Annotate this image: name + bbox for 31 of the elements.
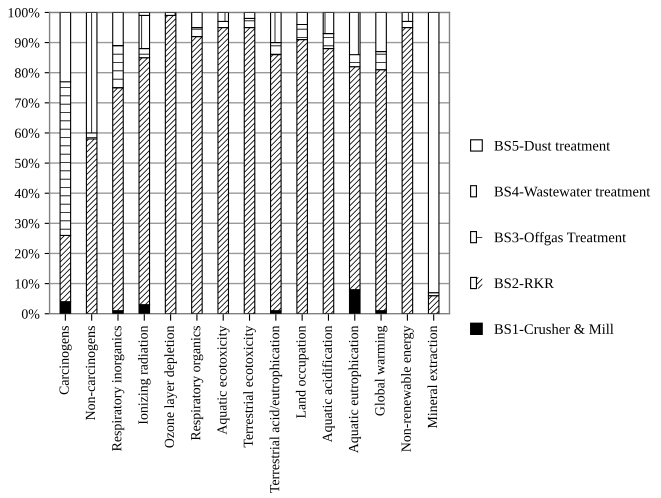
x-tick-label: Terrestrial ecotoxicity [243,326,256,448]
x-tick-label: Respiratory organics [191,326,204,440]
x-tick-label: Ionizing radiation [138,326,151,424]
legend-label: BS1-Crusher & Mill [494,324,614,334]
y-tick-label: 10% [16,279,40,289]
legend-label: BS5-Dust treatment [494,140,610,151]
x-tick-label: Aquatic eutrophication [348,326,362,454]
y-tick-label: 90% [14,38,40,48]
y-tick-label: 50% [15,158,40,168]
y-tick-label: 0% [22,309,40,319]
x-tick-label: Global warming [374,326,388,416]
legend-label: BS4-Wastewater treatment [494,186,650,197]
x-tick-label: Land occupation [296,326,308,418]
y-tick-label: 40% [14,188,40,198]
x-tick-label: Respiratory inorganics [112,326,124,452]
x-tick-label: Mineral extraction [427,326,438,428]
x-tick-label: Non-carcinogens [86,326,98,420]
y-tick-label: 20% [15,249,40,258]
y-tick-label: 100% [8,8,40,18]
x-tick-label: Aquatic ecotoxicity [217,326,230,435]
y-tick-label: 30% [15,218,40,228]
y-tick-label: 70% [15,98,40,108]
y-tick-label: 80% [14,68,40,78]
y-tick-label: 60% [14,128,40,138]
x-tick-label: Aquatic acidification [322,326,335,442]
legend-label: BS2-RKR [494,278,554,288]
x-tick-label: Non-renewable energy [401,326,414,452]
legend-label: BS3-Offgas Treatment [494,232,626,246]
x-tick-label: Carcinogens [59,326,72,394]
x-tick-label: Terrestrial acid/eutrophication [270,326,282,493]
x-tick-label: Ozone layer depletion [164,326,177,448]
